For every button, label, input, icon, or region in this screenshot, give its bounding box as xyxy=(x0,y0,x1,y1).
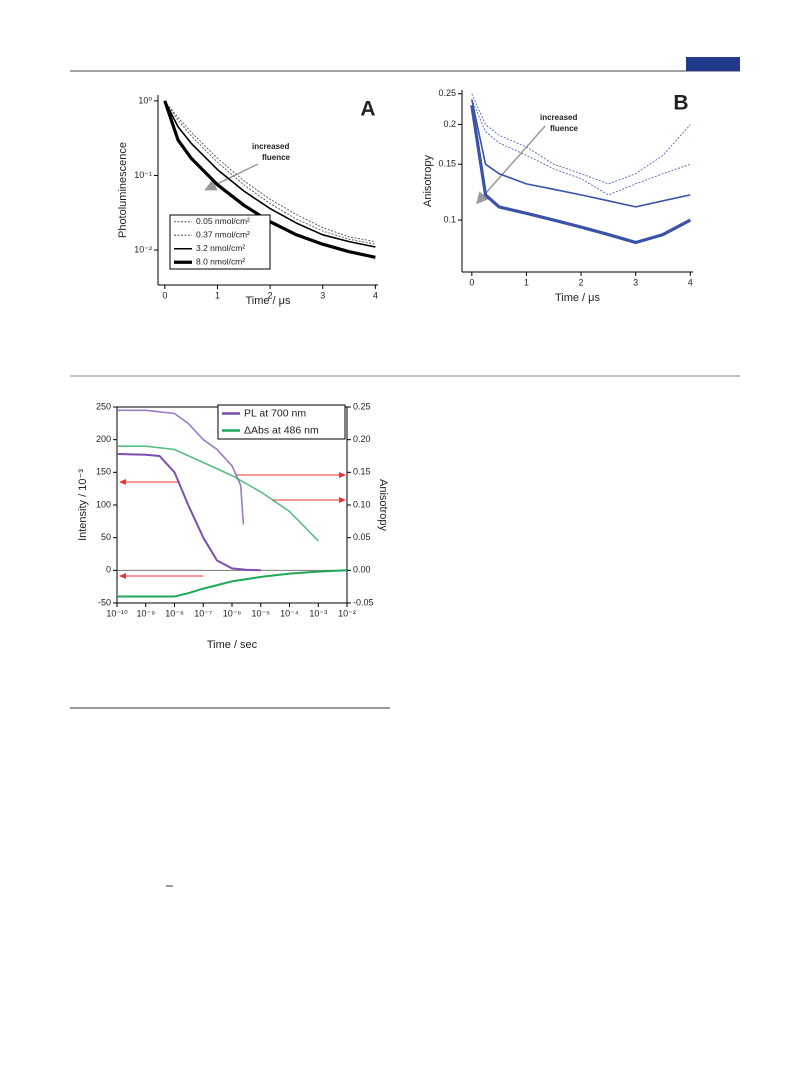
x-tick-label: 10⁻¹⁰ xyxy=(106,608,128,618)
x-tick-label: 1 xyxy=(215,290,220,300)
legend-label: PL at 700 nm xyxy=(244,407,306,419)
annotation: increased xyxy=(252,142,289,151)
x-axis-label: Time / sec xyxy=(207,639,258,651)
legend-label: 8.0 nmol/cm² xyxy=(196,257,245,267)
data-line xyxy=(471,99,691,196)
chart: 0 1 2 3 4 10⁰ 10⁻¹ 10⁻² Photoluminescence Time / … xyxy=(117,95,378,307)
y-tick-label: 10⁰ xyxy=(138,95,152,105)
y-tick-label: 200 xyxy=(96,434,111,444)
legend-box xyxy=(217,404,346,440)
y-tick-label: 100 xyxy=(96,499,111,509)
intensity-line xyxy=(116,453,261,572)
chart: 0 1 2 3 4 0.1 0.15 0.2 0.25 Anisotropy Time / μs Bi… xyxy=(422,88,693,304)
y-tick-label: 0.15 xyxy=(438,159,456,169)
y2-tick-label: 0.00 xyxy=(353,565,371,575)
data-line xyxy=(164,100,376,243)
annotation: increased xyxy=(540,113,577,122)
x-tick-label: 10⁻⁶ xyxy=(223,608,242,618)
x-tick-label: 4 xyxy=(688,277,693,287)
y-tick-label: -50 xyxy=(98,597,111,607)
data-line xyxy=(163,100,376,259)
y2-tick-label: 0.05 xyxy=(353,532,371,542)
data-line xyxy=(471,99,691,208)
y-tick-label: 10⁻² xyxy=(134,244,152,254)
y-axis-label: Photoluminescence xyxy=(117,142,129,238)
y2-tick-label: 0.25 xyxy=(353,401,371,411)
x-tick-label: 10⁻⁷ xyxy=(194,608,212,618)
legend-label: 3.2 nmol/cm² xyxy=(196,243,245,253)
legend-label: 0.05 nmol/cm² xyxy=(196,216,250,226)
x-tick-label: 10⁻³ xyxy=(309,608,327,618)
x-tick-label: 10⁻⁹ xyxy=(136,608,155,618)
y-tick-label: 250 xyxy=(96,401,111,411)
x-tick-label: 3 xyxy=(633,277,638,287)
data-line xyxy=(471,93,691,185)
x-tick-label: 10⁻⁸ xyxy=(165,608,184,618)
chart: 10⁻¹⁰ 10⁻⁹ 10⁻⁸ 10⁻⁷ 10⁻⁶ 10⁻⁵ 10⁻⁴ 10⁻³ 10⁻² -50… xyxy=(77,401,389,651)
y2-tick-label: 0.20 xyxy=(353,434,371,444)
x-tick-label: 2 xyxy=(579,277,584,287)
x-tick-label: 3 xyxy=(320,290,325,300)
y2-tick-label: 0.10 xyxy=(353,499,371,509)
anisotropy-line xyxy=(117,445,319,542)
x-tick-label: 10⁻² xyxy=(338,608,356,618)
data-line xyxy=(470,105,692,245)
annotation: fluence xyxy=(550,124,579,133)
legend-label: ΔAbs at 486 nm xyxy=(244,424,319,436)
intensity-line xyxy=(117,569,348,598)
legend-label: 0.37 nmol/cm² xyxy=(196,230,250,240)
x-axis-label: Time / μs xyxy=(245,295,291,307)
y-axis-label: Anisotropy xyxy=(422,155,434,207)
x-tick-label: 0 xyxy=(162,290,167,300)
x-tick-label: 0 xyxy=(469,277,474,287)
y-tick-label: 0.2 xyxy=(443,119,456,129)
legend-box xyxy=(169,214,271,270)
x-tick-label: 2 xyxy=(268,290,273,300)
y-tick-label: 0 xyxy=(106,565,111,575)
y-tick-label: 150 xyxy=(96,467,111,477)
y2-axis-label: Anisotropy xyxy=(377,479,389,531)
y-tick-label: 50 xyxy=(101,532,111,542)
y2-tick-label: -0.05 xyxy=(353,597,374,607)
y2-tick-label: 0.15 xyxy=(353,467,371,477)
x-tick-label: 1 xyxy=(524,277,529,287)
x-axis-label: Time / μs xyxy=(555,292,601,304)
annotation: fluence xyxy=(262,153,291,162)
annotation-arrow xyxy=(476,125,546,205)
x-tick-label: 4 xyxy=(373,290,378,300)
panel-letter: A xyxy=(360,98,375,121)
data-line xyxy=(164,100,376,248)
header-tab xyxy=(686,57,740,71)
y-tick-label: 10⁻¹ xyxy=(134,170,152,180)
red-arrows xyxy=(119,472,346,579)
y-tick-label: 0.25 xyxy=(438,88,456,98)
y-axis-label: Intensity / 10⁻³ xyxy=(77,469,89,541)
y-tick-label: 0.1 xyxy=(443,214,456,224)
panel-letter: B xyxy=(673,92,688,115)
data-line xyxy=(164,100,376,245)
x-tick-label: 10⁻⁴ xyxy=(280,608,299,618)
x-tick-label: 10⁻⁵ xyxy=(252,608,271,618)
